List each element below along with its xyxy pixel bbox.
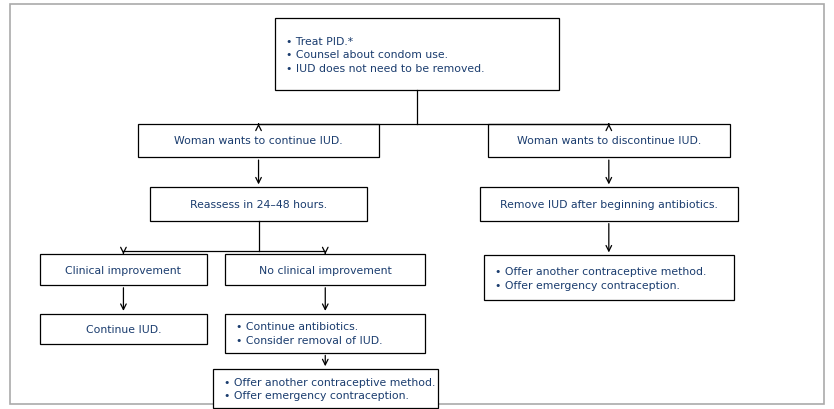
Text: • Offer another contraceptive method.
• Offer emergency contraception.: • Offer another contraceptive method. • …	[495, 266, 706, 290]
Text: Woman wants to discontinue IUD.: Woman wants to discontinue IUD.	[517, 136, 701, 146]
Text: Remove IUD after beginning antibiotics.: Remove IUD after beginning antibiotics.	[500, 200, 718, 209]
Text: Continue IUD.: Continue IUD.	[86, 324, 161, 334]
Text: • Offer another contraceptive method.
• Offer emergency contraception.: • Offer another contraceptive method. • …	[224, 377, 435, 400]
Bar	[138, 124, 379, 158]
Bar	[225, 254, 425, 285]
Bar	[40, 314, 207, 344]
Text: • Continue antibiotics.
• Consider removal of IUD.: • Continue antibiotics. • Consider remov…	[236, 321, 383, 345]
Bar	[480, 188, 738, 221]
Bar	[484, 256, 734, 301]
Bar	[150, 188, 367, 221]
Text: Reassess in 24–48 hours.: Reassess in 24–48 hours.	[190, 200, 327, 209]
Text: Clinical improvement: Clinical improvement	[66, 265, 181, 275]
Bar	[275, 20, 559, 91]
Bar	[40, 254, 207, 285]
Text: No clinical improvement: No clinical improvement	[259, 265, 392, 275]
Bar	[225, 314, 425, 353]
Bar	[213, 369, 438, 408]
Text: • Treat PID.*
• Counsel about condom use.
• IUD does not need to be removed.: • Treat PID.* • Counsel about condom use…	[286, 37, 485, 74]
Text: Woman wants to continue IUD.: Woman wants to continue IUD.	[174, 136, 343, 146]
Bar	[488, 124, 730, 158]
